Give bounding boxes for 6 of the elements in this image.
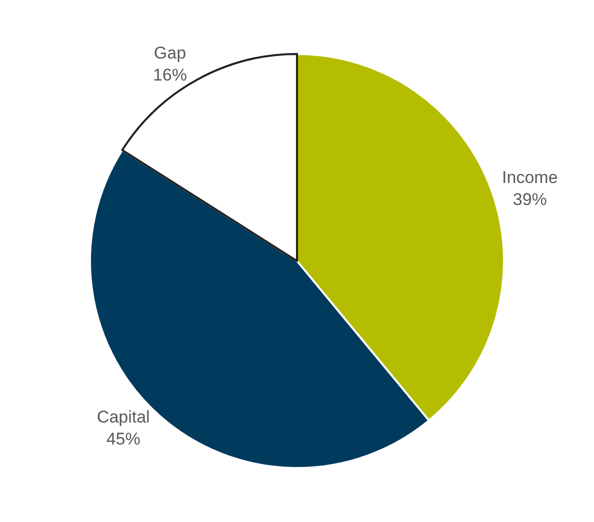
slice-label: Gap xyxy=(154,43,186,62)
slice-label: Income xyxy=(502,168,558,187)
slice-label: Capital xyxy=(96,407,150,426)
data-label: 16% xyxy=(152,65,187,84)
data-label: 45% xyxy=(106,429,140,448)
data-label: 39% xyxy=(512,190,547,210)
